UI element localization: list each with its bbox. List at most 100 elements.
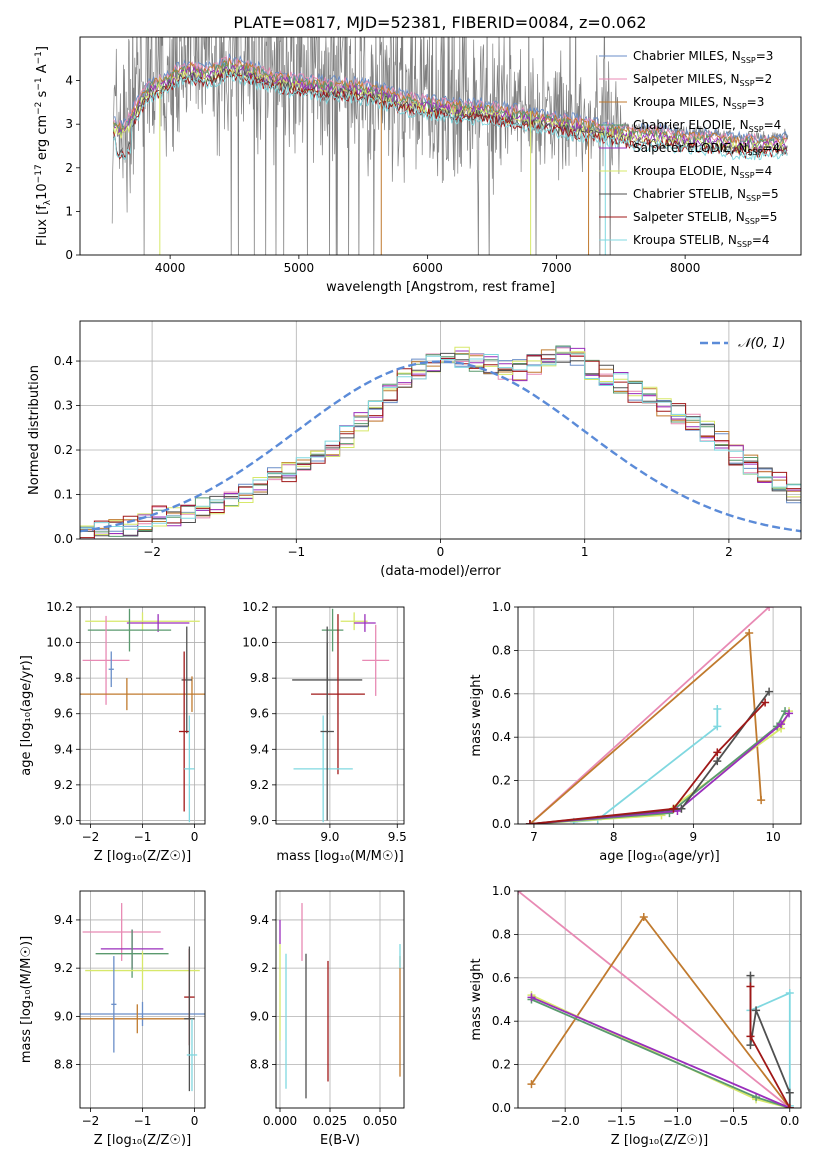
y-tick-label: 9.4 [54, 913, 73, 927]
series-marker-kroupa_stelib [785, 988, 794, 997]
x-axis-label: (data-model)/error [380, 564, 501, 579]
x-axis-label: wavelength [Angstrom, rest frame] [326, 280, 555, 295]
y-tick-label: 1.0 [492, 600, 511, 614]
legend-entry: Salpeter STELIB, NSSP=5 [633, 210, 777, 226]
y-tick-label: 9.6 [54, 707, 73, 721]
y-tick-label: 0.0 [492, 817, 511, 831]
plot-area [80, 608, 205, 823]
y-axis-label: Flux [fλ10−17 erg cm−2 s−1 A−1] [34, 46, 53, 246]
series-marker-kroupa_miles [745, 629, 754, 638]
series-marker-salpeter_stelib [761, 698, 770, 707]
y-tick-label: 9.6 [250, 707, 269, 721]
y-tick-label: 0.4 [492, 1014, 511, 1028]
series-marker-chabrier_stelib [752, 1006, 761, 1015]
y-axis-label-part: s [35, 90, 50, 101]
y-tick-label: 0.8 [492, 643, 511, 657]
y-tick-label: 0.8 [492, 927, 511, 941]
x-tick-label: 0.000 [263, 1114, 297, 1128]
x-tick-label: 0.0 [780, 1114, 799, 1128]
series-line-salpeter_stelib [529, 701, 766, 824]
legend-suffix: =3 [756, 49, 774, 63]
series-marker-salpeter_stelib [669, 804, 678, 813]
x-tick-label: −1.0 [663, 1114, 692, 1128]
series-marker-chabrier_stelib [713, 757, 722, 766]
panel-mass_vs_Z: −2 −1 0 8.8 9.0 9.2 9.4 Z [log₁₀(Z/Z☉)] mass [lo… [19, 890, 206, 1148]
series-marker-salpeter_elodie [777, 720, 786, 729]
legend-label: Kroupa MILES, N [633, 95, 732, 109]
axes-frame [275, 606, 405, 825]
legend-suffix: =3 [747, 95, 765, 109]
y-tick-label: 9.2 [54, 961, 73, 975]
y-tick-label: 9.2 [250, 961, 269, 975]
y-tick-label: 3 [65, 117, 73, 131]
legend-entry: Kroupa ELODIE, NSSP=4 [633, 164, 772, 180]
legend-label: Kroupa STELIB, N [633, 233, 737, 247]
histogram-chabrier_elodie [80, 345, 801, 537]
legend-label: Chabrier MILES, N [633, 49, 741, 63]
plot-area [111, 37, 789, 255]
legend-label: Chabrier ELODIE, N [633, 118, 749, 132]
series-marker-chabrier_stelib [746, 1041, 755, 1050]
x-tick-label: 0.025 [313, 1114, 347, 1128]
y-tick-label: 9.8 [54, 671, 73, 685]
legend-sub: SSP [747, 148, 762, 157]
axes-frame [79, 320, 802, 540]
series-line-salpeter_miles [518, 891, 791, 1108]
legend-sub: SSP [746, 194, 761, 203]
series-marker-salpeter_elodie [527, 993, 536, 1002]
axes-frame [275, 890, 405, 1109]
series-marker-salpeter_stelib [785, 1104, 794, 1108]
x-axis-label: age [log₁₀(age/yr)] [599, 849, 720, 864]
normal-curve [80, 360, 801, 533]
series-marker-kroupa_stelib [713, 704, 722, 713]
legend-entry: Salpeter ELODIE, NSSP=4 [633, 141, 780, 157]
legend-sub: SSP [745, 217, 760, 226]
series-marker-salpeter_stelib [746, 1032, 755, 1041]
legend-suffix: =4 [764, 118, 782, 132]
y-tick-label: 9.2 [54, 778, 73, 792]
y-tick-label: 0.1 [54, 488, 73, 502]
legend-suffix: =4 [752, 233, 770, 247]
x-tick-label: 8000 [670, 261, 701, 275]
x-tick-label: 7000 [541, 261, 572, 275]
axes-frame [517, 606, 802, 825]
y-axis-label-part: −2 [34, 102, 44, 115]
x-tick-label: 0 [191, 1114, 199, 1128]
x-axis-label: E(B-V) [320, 1133, 360, 1148]
panel-mass_weight_vs_Z: −2.0 −1.5 −1.0 −0.5 0.0 0.0 0.2 0.4 0.6 0.8 1.0 Z [… [469, 884, 802, 1148]
y-axis-label-part: 10 [35, 183, 50, 200]
plot-area [80, 345, 801, 539]
series-marker-chabrier_stelib [785, 1088, 794, 1097]
legend-sub: SSP [749, 125, 764, 134]
x-axis-label: Z [log₁₀(Z/Z☉)] [611, 1133, 708, 1148]
panel-age_vs_Z: −2 −1 0 9.0 9.2 9.4 9.6 9.8 10.0 10.2 Z [log₁₀(Z/Z… [19, 600, 206, 864]
y-tick-label: 0.2 [492, 1058, 511, 1072]
plot-area [80, 903, 205, 1092]
series-marker-salpeter_elodie [785, 709, 794, 718]
series-marker-kroupa_miles [639, 913, 648, 922]
x-tick-label: −1 [134, 1114, 152, 1128]
legend-suffix: =5 [760, 210, 778, 224]
histogram-salpeter_stelib [80, 352, 801, 539]
y-tick-label: 9.4 [250, 913, 269, 927]
plot-area [292, 608, 390, 823]
y-axis-label-part: A [35, 64, 50, 77]
series-line-salpeter_elodie [529, 712, 790, 824]
axes-frame [517, 890, 802, 1109]
legend-label: Salpeter ELODIE, N [633, 141, 747, 155]
series-marker-kroupa_miles [527, 1080, 536, 1089]
y-tick-label: 1.0 [492, 884, 511, 898]
x-tick-label: 5000 [284, 261, 315, 275]
y-axis-label-part: ] [35, 46, 50, 51]
x-axis-label: Z [log₁₀(Z/Z☉)] [94, 849, 191, 864]
model-line-kroupa_elodie [113, 66, 788, 154]
legend-label: Salpeter MILES, N [633, 72, 740, 86]
y-tick-label: 4 [65, 74, 73, 88]
x-tick-label: −2 [82, 1114, 100, 1128]
legend-suffix: =5 [761, 187, 779, 201]
series-line-salpeter_stelib [749, 986, 791, 1108]
series-line-salpeter_miles [529, 607, 770, 824]
x-tick-label: −2.0 [551, 1114, 580, 1128]
x-tick-label: 0.050 [363, 1114, 397, 1128]
